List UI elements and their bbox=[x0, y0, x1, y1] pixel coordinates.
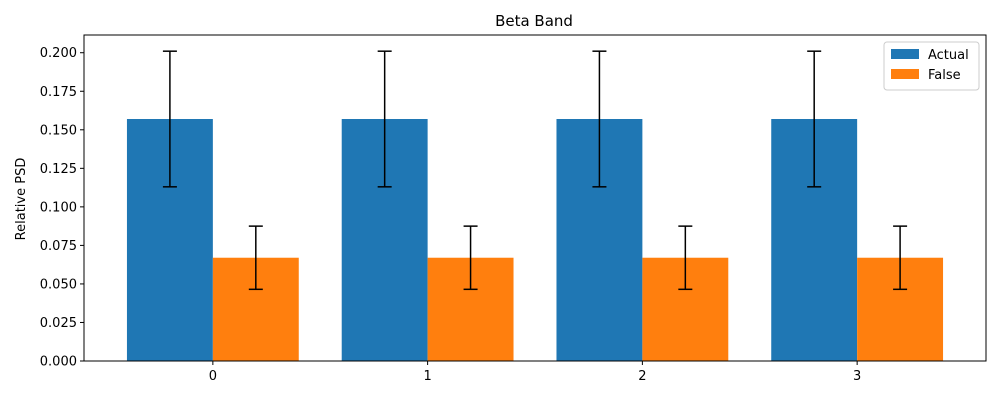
y-tick-label-0.200: 0.200 bbox=[40, 46, 77, 61]
legend: Actual False bbox=[883, 41, 980, 91]
y-axis: 0.000 0.025 0.050 0.075 0.100 0.125 0.150 0.175… bbox=[40, 46, 84, 370]
y-tick-label-0.150: 0.150 bbox=[40, 123, 77, 138]
legend-swatch-actual bbox=[891, 49, 919, 59]
legend-swatch-false bbox=[891, 69, 919, 79]
x-tick-label-0: 0 bbox=[209, 369, 217, 384]
y-axis-label: Relative PSD bbox=[14, 158, 29, 241]
chart-title: Beta Band bbox=[495, 12, 573, 30]
y-tick-label-0.025: 0.025 bbox=[40, 316, 77, 331]
legend-label-actual: Actual bbox=[928, 48, 969, 63]
x-tick-label-1: 1 bbox=[423, 369, 431, 384]
y-tick-label-0.050: 0.050 bbox=[40, 277, 77, 292]
plot-marks bbox=[126, 50, 944, 361]
y-tick-label-0.100: 0.100 bbox=[40, 200, 77, 215]
x-tick-label-3: 3 bbox=[853, 369, 861, 384]
y-tick-label-0.000: 0.000 bbox=[40, 355, 77, 370]
y-tick-label-0.175: 0.175 bbox=[40, 85, 77, 100]
legend-label-false: False bbox=[928, 68, 961, 83]
y-tick-label-0.075: 0.075 bbox=[40, 239, 77, 254]
x-axis: 0 1 2 3 bbox=[209, 361, 861, 384]
x-tick-label-2: 2 bbox=[638, 369, 646, 384]
y-tick-label-0.125: 0.125 bbox=[40, 162, 77, 177]
plot-frame bbox=[83, 34, 987, 362]
